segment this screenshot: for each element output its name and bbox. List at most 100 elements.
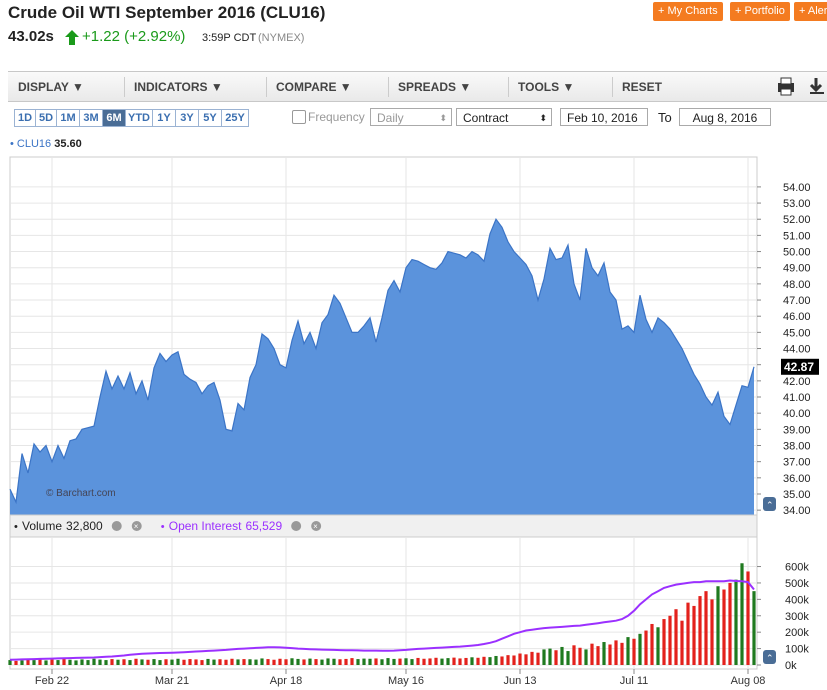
volume-bar <box>446 658 450 665</box>
frequency-value: Daily <box>377 111 404 125</box>
volume-bar <box>146 659 150 665</box>
volume-bar <box>182 659 186 665</box>
volume-bar <box>62 659 66 665</box>
from-date[interactable]: Feb 10, 2016 <box>560 108 648 126</box>
period-button[interactable]: 5D <box>35 109 57 127</box>
volume-bar <box>398 658 402 665</box>
x-tick-label: Jun 13 <box>503 675 536 687</box>
volume-bar <box>428 658 432 665</box>
scroll-button <box>763 650 776 664</box>
volume-bar <box>416 657 420 665</box>
volume-bar <box>122 659 126 665</box>
volume-bar <box>476 657 480 665</box>
x-tick-label: Feb 22 <box>35 675 69 687</box>
period-button[interactable]: 1Y <box>152 109 176 127</box>
volume-bar <box>308 658 312 665</box>
volume-bar <box>188 659 192 665</box>
volume-bar <box>104 660 108 665</box>
volume-bar <box>110 659 114 665</box>
y-tick-label: 46.00 <box>783 311 811 323</box>
period-button[interactable]: 1M <box>56 109 80 127</box>
volume-bar <box>80 659 84 665</box>
reset-button[interactable]: RESET <box>622 80 663 94</box>
volume-bar <box>74 660 78 665</box>
separator <box>508 77 509 97</box>
volume-bar <box>632 638 636 665</box>
volume-bar <box>326 658 330 665</box>
period-button[interactable]: 3M <box>79 109 103 127</box>
volume-bar <box>38 659 42 665</box>
volume-bar <box>368 658 372 665</box>
volume-bar <box>626 637 630 665</box>
menu-item[interactable]: DISPLAY ▼ <box>18 80 84 94</box>
current-price-box <box>781 358 819 375</box>
volume-bar <box>230 658 234 665</box>
volume-bar <box>506 655 510 665</box>
period-button[interactable]: 1D <box>14 109 36 127</box>
menu-item[interactable]: SPREADS ▼ <box>398 80 472 94</box>
quote-time: 3:59P CDT <box>202 32 257 44</box>
x-tick-label: Jul 11 <box>620 675 649 687</box>
volume-bar <box>560 646 564 665</box>
contract-value: Contract <box>463 111 509 125</box>
volume-bar <box>722 589 726 665</box>
y-tick-label: 35.00 <box>783 489 811 501</box>
y-tick-label: 42.00 <box>783 376 811 388</box>
y-tick-label: 44.00 <box>783 344 811 356</box>
y-tick-label: 39.00 <box>783 424 811 436</box>
volume-bar <box>302 659 306 665</box>
period-button[interactable]: YTD <box>125 109 153 127</box>
period-button[interactable]: 5Y <box>198 109 222 127</box>
volume-bar <box>464 657 468 665</box>
volume-bar <box>374 658 378 665</box>
toolbar-icons <box>778 77 824 96</box>
volume-bar <box>218 659 222 665</box>
scroll-icon: ⌃ <box>766 653 774 663</box>
menu-item[interactable]: INDICATORS ▼ <box>134 80 223 94</box>
scroll-icon: ⌃ <box>766 500 774 510</box>
period-button[interactable]: 6M <box>102 109 126 127</box>
y-tick-label: 48.00 <box>783 279 811 291</box>
download-icon[interactable] <box>809 78 824 94</box>
volume-bar <box>434 657 438 665</box>
volume-bar <box>698 596 702 665</box>
remove-icon <box>311 521 322 531</box>
frequency-select[interactable]: Daily ⬍ <box>370 108 452 126</box>
portfolio-button[interactable]: + Portfolio <box>730 2 790 21</box>
print-icon[interactable] <box>778 77 794 96</box>
menu-label: INDICATORS <box>134 80 208 94</box>
volume-bar <box>278 658 282 665</box>
legend-name: Volume <box>22 519 62 533</box>
watermark: © Barchart.com <box>46 488 116 499</box>
volume-bar <box>116 659 120 665</box>
menu-item[interactable]: COMPARE ▼ <box>276 80 352 94</box>
legend-value: 35.60 <box>54 138 82 150</box>
volume-bar <box>686 602 690 665</box>
menu-item[interactable]: TOOLS ▼ <box>518 80 575 94</box>
to-date[interactable]: Aug 8, 2016 <box>679 108 771 126</box>
legend-value: 65,529 <box>245 519 282 533</box>
settings-icon <box>291 521 302 531</box>
exchange: (NYMEX) <box>258 32 305 44</box>
y-tick-label: 54.00 <box>783 182 811 194</box>
frequency-checkbox[interactable] <box>292 110 306 124</box>
legend: • CLU16 35.60 <box>10 138 82 150</box>
y-tick-label: 400k <box>785 594 809 606</box>
to-label: To <box>658 110 672 125</box>
my-charts-button[interactable]: + My Charts <box>653 2 723 21</box>
separator <box>388 77 389 97</box>
chart: 34.00 35.00 36.00 37.00 38.00 39.00 40.00 41.00… <box>8 156 819 687</box>
x-tick-label: Apr 18 <box>270 675 302 687</box>
contract-select[interactable]: Contract ⬍ <box>456 108 552 126</box>
alerts-button[interactable]: + Aler <box>794 2 827 21</box>
volume-bar <box>692 605 696 665</box>
period-button[interactable]: 25Y <box>221 109 249 127</box>
period-button[interactable]: 3Y <box>175 109 199 127</box>
volume-bar <box>56 660 60 665</box>
volume-bar <box>572 645 576 665</box>
volume-bar <box>32 660 36 665</box>
volume-bar <box>98 659 102 665</box>
volume-bar <box>86 660 90 665</box>
volume-bar <box>14 660 18 665</box>
